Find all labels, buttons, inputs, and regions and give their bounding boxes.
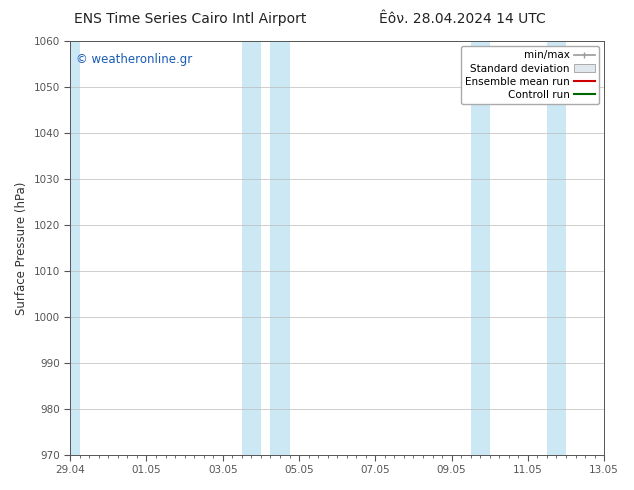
Text: Êôν. 28.04.2024 14 UTC: Êôν. 28.04.2024 14 UTC [379,12,547,26]
Bar [547,41,566,455]
Bar [70,41,80,455]
Bar [470,41,489,455]
Legend: min/max, Standard deviation, Ensemble mean run, Controll run: min/max, Standard deviation, Ensemble me… [461,46,599,104]
Bar [271,41,290,455]
Bar [242,41,261,455]
Text: © weatheronline.gr: © weatheronline.gr [75,53,192,67]
Text: ENS Time Series Cairo Intl Airport: ENS Time Series Cairo Intl Airport [74,12,306,26]
Y-axis label: Surface Pressure (hPa): Surface Pressure (hPa) [15,181,28,315]
